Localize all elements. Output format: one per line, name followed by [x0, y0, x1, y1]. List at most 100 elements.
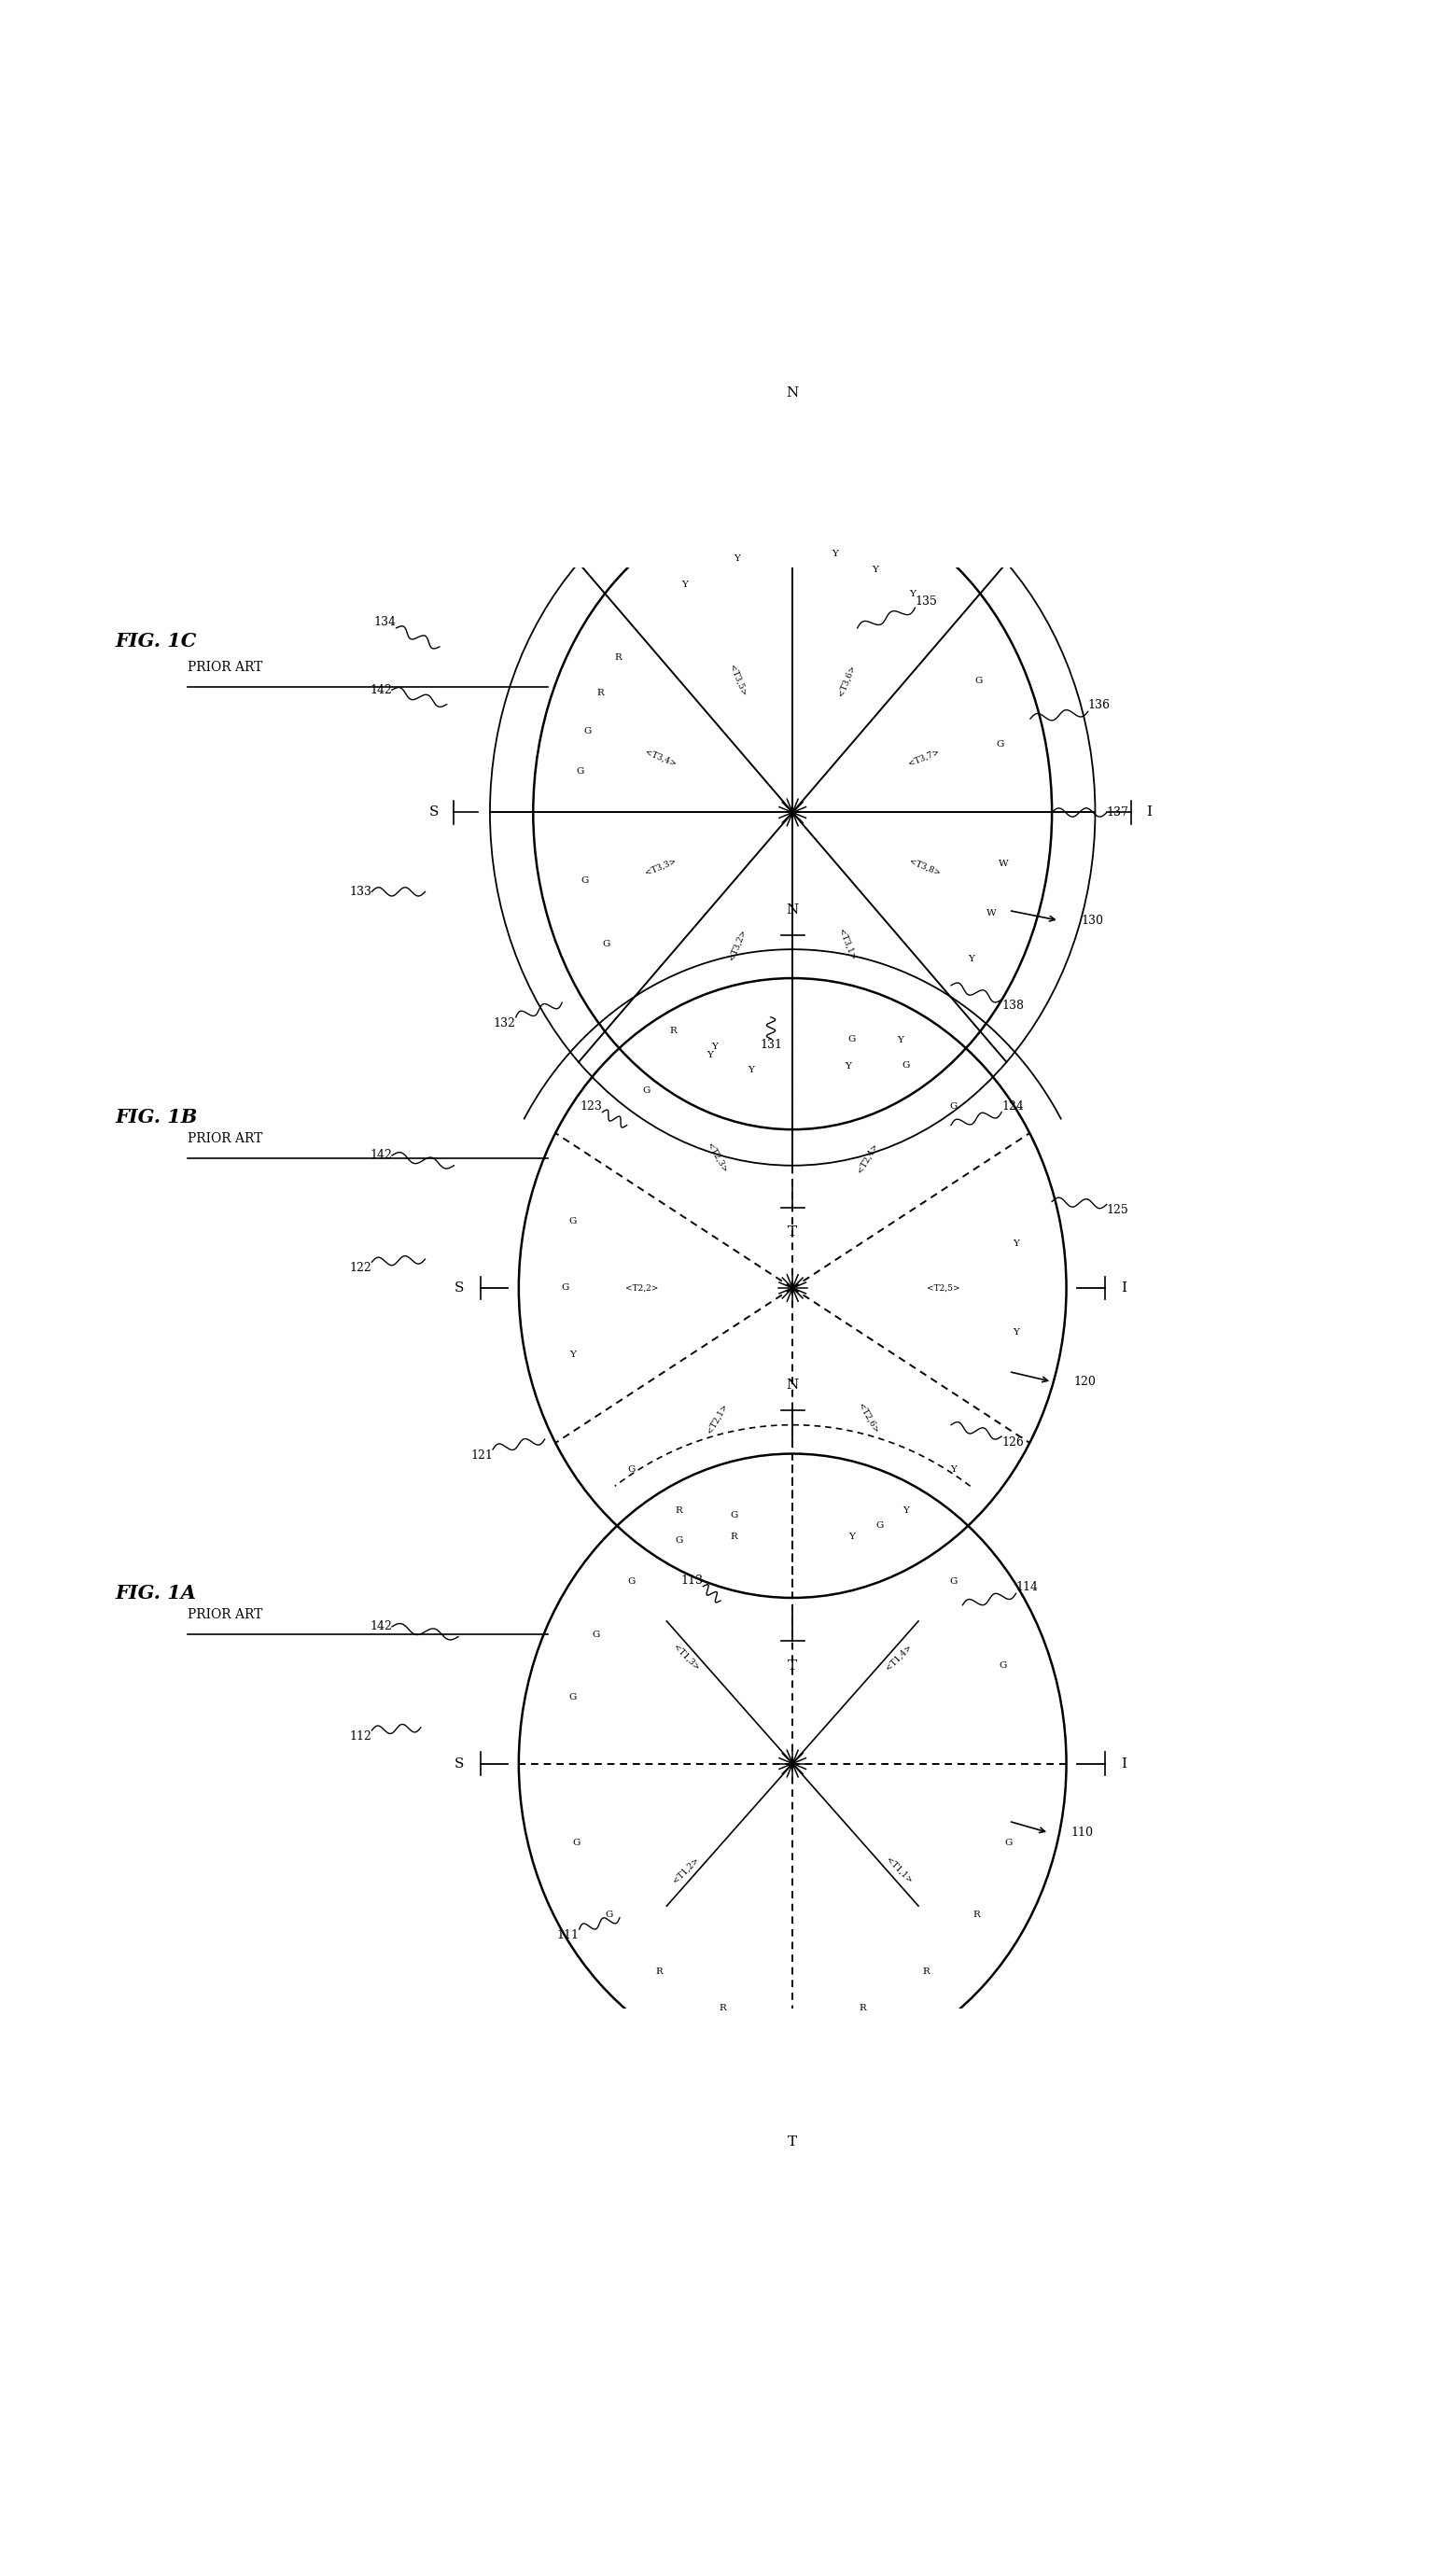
Text: 132: 132: [494, 1018, 516, 1030]
Text: <T2,4>: <T2,4>: [856, 1141, 880, 1175]
Text: W: W: [999, 860, 1009, 868]
Text: 126: 126: [1001, 1437, 1023, 1448]
Text: 142: 142: [370, 683, 392, 696]
Text: Y: Y: [968, 956, 974, 963]
Text: Y: Y: [733, 554, 741, 562]
Text: <T1,1>: <T1,1>: [885, 1855, 914, 1886]
Text: 124: 124: [1001, 1100, 1023, 1113]
Text: G: G: [847, 1036, 856, 1043]
Text: <T1,4>: <T1,4>: [885, 1643, 914, 1672]
Text: 123: 123: [581, 1100, 602, 1113]
Text: T: T: [788, 2136, 797, 2148]
Text: R: R: [597, 688, 604, 698]
Text: Y: Y: [569, 1350, 576, 1358]
Text: 120: 120: [1074, 1376, 1095, 1388]
Text: 113: 113: [680, 1574, 703, 1587]
Text: 131: 131: [759, 1038, 782, 1051]
Text: <T2,5>: <T2,5>: [927, 1283, 960, 1293]
Text: W: W: [987, 909, 996, 917]
Text: <T3,8>: <T3,8>: [908, 858, 941, 878]
Text: G: G: [576, 768, 584, 775]
Text: G: G: [592, 1631, 599, 1638]
Text: Y: Y: [872, 564, 878, 574]
Text: 136: 136: [1088, 701, 1111, 711]
Text: S: S: [429, 806, 438, 819]
Text: I: I: [1121, 1757, 1127, 1770]
Text: I: I: [1147, 806, 1153, 819]
Text: <T3,3>: <T3,3>: [644, 858, 677, 878]
Text: 125: 125: [1107, 1206, 1128, 1216]
Text: G: G: [1004, 1839, 1013, 1847]
Text: R: R: [973, 1911, 980, 1919]
Text: T: T: [788, 1226, 797, 1239]
Text: G: G: [628, 1466, 635, 1473]
Text: R: R: [731, 1533, 738, 1540]
Text: <T2,1>: <T2,1>: [705, 1401, 729, 1435]
Text: G: G: [628, 1577, 635, 1587]
Text: N: N: [787, 1378, 798, 1391]
Text: <T3,4>: <T3,4>: [644, 747, 677, 768]
Text: R: R: [719, 2004, 726, 2012]
Text: <T2,3>: <T2,3>: [705, 1141, 729, 1175]
Text: PRIOR ART: PRIOR ART: [187, 1133, 262, 1146]
Text: <T1,2>: <T1,2>: [672, 1855, 700, 1886]
Text: 134: 134: [373, 616, 396, 629]
Text: R: R: [656, 1968, 663, 1976]
Text: Y: Y: [950, 1466, 957, 1473]
Text: 135: 135: [915, 595, 937, 608]
Text: FIG. 1C: FIG. 1C: [115, 631, 197, 652]
Text: Y: Y: [849, 1533, 855, 1540]
Text: 121: 121: [471, 1450, 493, 1461]
Text: G: G: [569, 1692, 576, 1700]
Text: N: N: [787, 904, 798, 917]
Text: Y: Y: [844, 1061, 852, 1072]
Text: <T3,6>: <T3,6>: [837, 665, 857, 698]
Text: S: S: [454, 1757, 464, 1770]
Text: PRIOR ART: PRIOR ART: [187, 662, 262, 675]
Text: G: G: [584, 726, 592, 734]
Text: R: R: [859, 2004, 866, 2012]
Text: 114: 114: [1016, 1582, 1039, 1595]
Text: 110: 110: [1071, 1826, 1094, 1839]
Text: Y: Y: [748, 1066, 754, 1074]
Text: G: G: [602, 940, 610, 948]
Text: 133: 133: [349, 886, 372, 899]
Text: S: S: [454, 1280, 464, 1296]
Text: I: I: [1121, 1280, 1127, 1296]
Text: G: G: [643, 1087, 650, 1095]
Text: G: G: [950, 1103, 957, 1110]
Text: Y: Y: [682, 580, 689, 590]
Text: G: G: [562, 1283, 569, 1293]
Text: PRIOR ART: PRIOR ART: [187, 1607, 262, 1620]
Text: <T2,6>: <T2,6>: [856, 1401, 880, 1435]
Text: Y: Y: [904, 1507, 909, 1515]
Text: R: R: [922, 1968, 929, 1976]
Text: R: R: [615, 654, 623, 662]
Text: G: G: [902, 1061, 911, 1069]
Text: G: G: [997, 739, 1004, 750]
Text: 137: 137: [1107, 806, 1128, 819]
Text: Y: Y: [1013, 1329, 1020, 1337]
Text: 142: 142: [370, 1149, 392, 1162]
Text: G: G: [569, 1218, 576, 1226]
Text: G: G: [950, 1577, 957, 1587]
Text: G: G: [729, 1512, 738, 1520]
Text: 142: 142: [370, 1620, 392, 1633]
Text: G: G: [674, 1538, 683, 1546]
Text: G: G: [572, 1839, 581, 1847]
Text: Y: Y: [712, 1043, 718, 1051]
Text: FIG. 1A: FIG. 1A: [115, 1584, 196, 1602]
Text: <T3,1>: <T3,1>: [837, 927, 857, 961]
Text: G: G: [876, 1522, 883, 1530]
Text: <T3,7>: <T3,7>: [908, 747, 941, 768]
Text: 122: 122: [350, 1262, 372, 1275]
Text: 130: 130: [1081, 914, 1104, 927]
Text: R: R: [669, 1028, 677, 1036]
Text: <T2,2>: <T2,2>: [625, 1283, 659, 1293]
Text: <T3,2>: <T3,2>: [728, 927, 748, 961]
Text: Y: Y: [909, 590, 915, 598]
Text: Y: Y: [831, 551, 837, 559]
Text: G: G: [605, 1911, 612, 1919]
Text: 112: 112: [350, 1731, 372, 1741]
Text: G: G: [999, 1662, 1006, 1669]
